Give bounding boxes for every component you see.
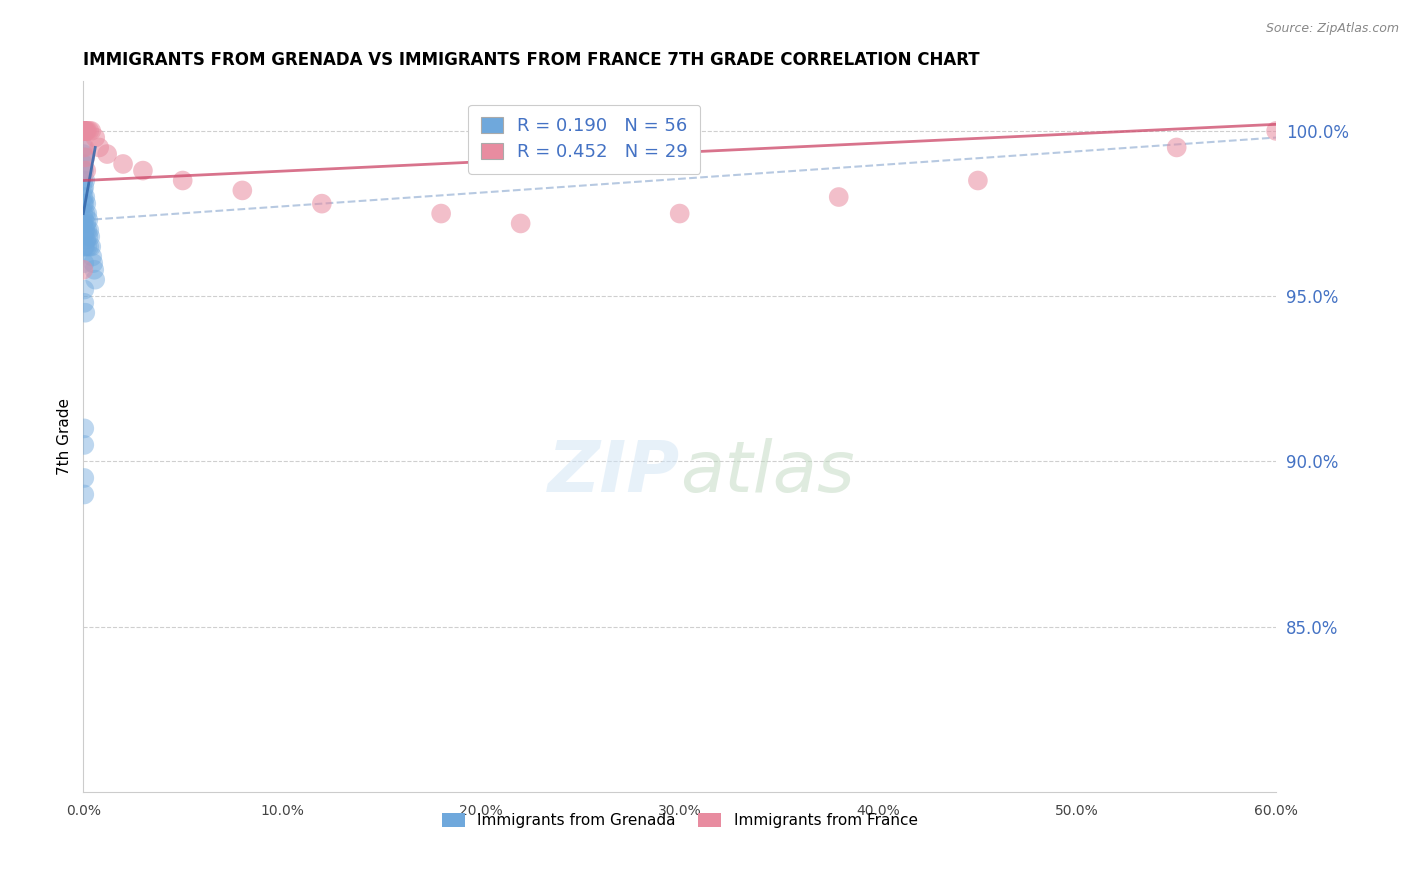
Point (76, 239, 98, 253)
Point (311, 196, 333, 211)
Point (75, 306, 97, 320)
Point (967, 173, 990, 187)
Point (112, 157, 135, 171)
Point (72, 124, 94, 138)
Text: IMMIGRANTS FROM GRENADA VS IMMIGRANTS FROM FRANCE 7TH GRADE CORRELATION CHART: IMMIGRANTS FROM GRENADA VS IMMIGRANTS FR… (83, 51, 980, 69)
Point (72, 124, 94, 138)
Point (73, 438, 96, 452)
Point (73, 227, 96, 241)
Point (84, 273, 107, 287)
Point (75, 217, 97, 231)
Point (72, 124, 94, 138)
Point (75, 196, 97, 211)
Point (72, 124, 94, 138)
Point (73, 256, 96, 270)
Point (73, 124, 96, 138)
Point (73, 487, 96, 501)
Point (73, 283, 96, 297)
Point (82, 250, 104, 264)
Point (172, 173, 194, 187)
Point (76, 223, 98, 237)
Legend: Immigrants from Grenada, Immigrants from France: Immigrants from Grenada, Immigrants from… (436, 806, 924, 834)
Point (75, 124, 97, 138)
Point (828, 190, 851, 204)
Point (83, 262, 105, 277)
Y-axis label: 7th Grade: 7th Grade (58, 398, 72, 475)
Point (73, 124, 96, 138)
Point (89, 140, 111, 154)
Point (72, 190, 94, 204)
Text: atlas: atlas (679, 438, 855, 507)
Point (75, 233, 97, 247)
Point (73, 295, 96, 310)
Point (75, 206, 97, 220)
Point (73, 471, 96, 485)
Point (509, 217, 531, 231)
Point (72, 124, 94, 138)
Point (77, 223, 100, 237)
Point (73, 239, 96, 253)
Point (72, 157, 94, 171)
Point (77, 229, 100, 244)
Point (82, 256, 104, 270)
Point (1166, 140, 1188, 154)
Point (73, 163, 96, 178)
Point (73, 213, 96, 227)
Point (75, 190, 97, 204)
Point (77, 124, 100, 138)
Point (72, 206, 94, 220)
Point (84, 130, 107, 145)
Point (72, 262, 94, 277)
Point (72, 124, 94, 138)
Text: ZIP: ZIP (547, 438, 679, 507)
Text: Source: ZipAtlas.com: Source: ZipAtlas.com (1265, 22, 1399, 36)
Point (132, 163, 155, 178)
Point (72, 124, 94, 138)
Point (73, 180, 96, 194)
Point (72, 173, 94, 187)
Point (430, 206, 453, 220)
Point (73, 196, 96, 211)
Point (75, 173, 97, 187)
Point (73, 421, 96, 435)
Point (1265, 124, 1288, 138)
Point (72, 124, 94, 138)
Point (96, 147, 118, 161)
Point (72, 124, 94, 138)
Point (72, 217, 94, 231)
Point (75, 150, 97, 164)
Point (231, 183, 253, 197)
Point (668, 206, 690, 220)
Point (72, 183, 94, 197)
Point (76, 206, 98, 220)
Point (77, 239, 100, 253)
Point (79, 229, 101, 244)
Point (75, 163, 97, 178)
Point (76, 124, 98, 138)
Point (80, 124, 103, 138)
Point (72, 147, 94, 161)
Point (73, 150, 96, 164)
Point (72, 163, 94, 178)
Point (72, 124, 94, 138)
Point (77, 213, 100, 227)
Point (72, 140, 94, 154)
Point (75, 239, 97, 253)
Point (72, 124, 94, 138)
Point (75, 223, 97, 237)
Point (72, 124, 94, 138)
Point (80, 239, 103, 253)
Point (72, 124, 94, 138)
Point (72, 196, 94, 211)
Point (75, 124, 97, 138)
Point (73, 140, 96, 154)
